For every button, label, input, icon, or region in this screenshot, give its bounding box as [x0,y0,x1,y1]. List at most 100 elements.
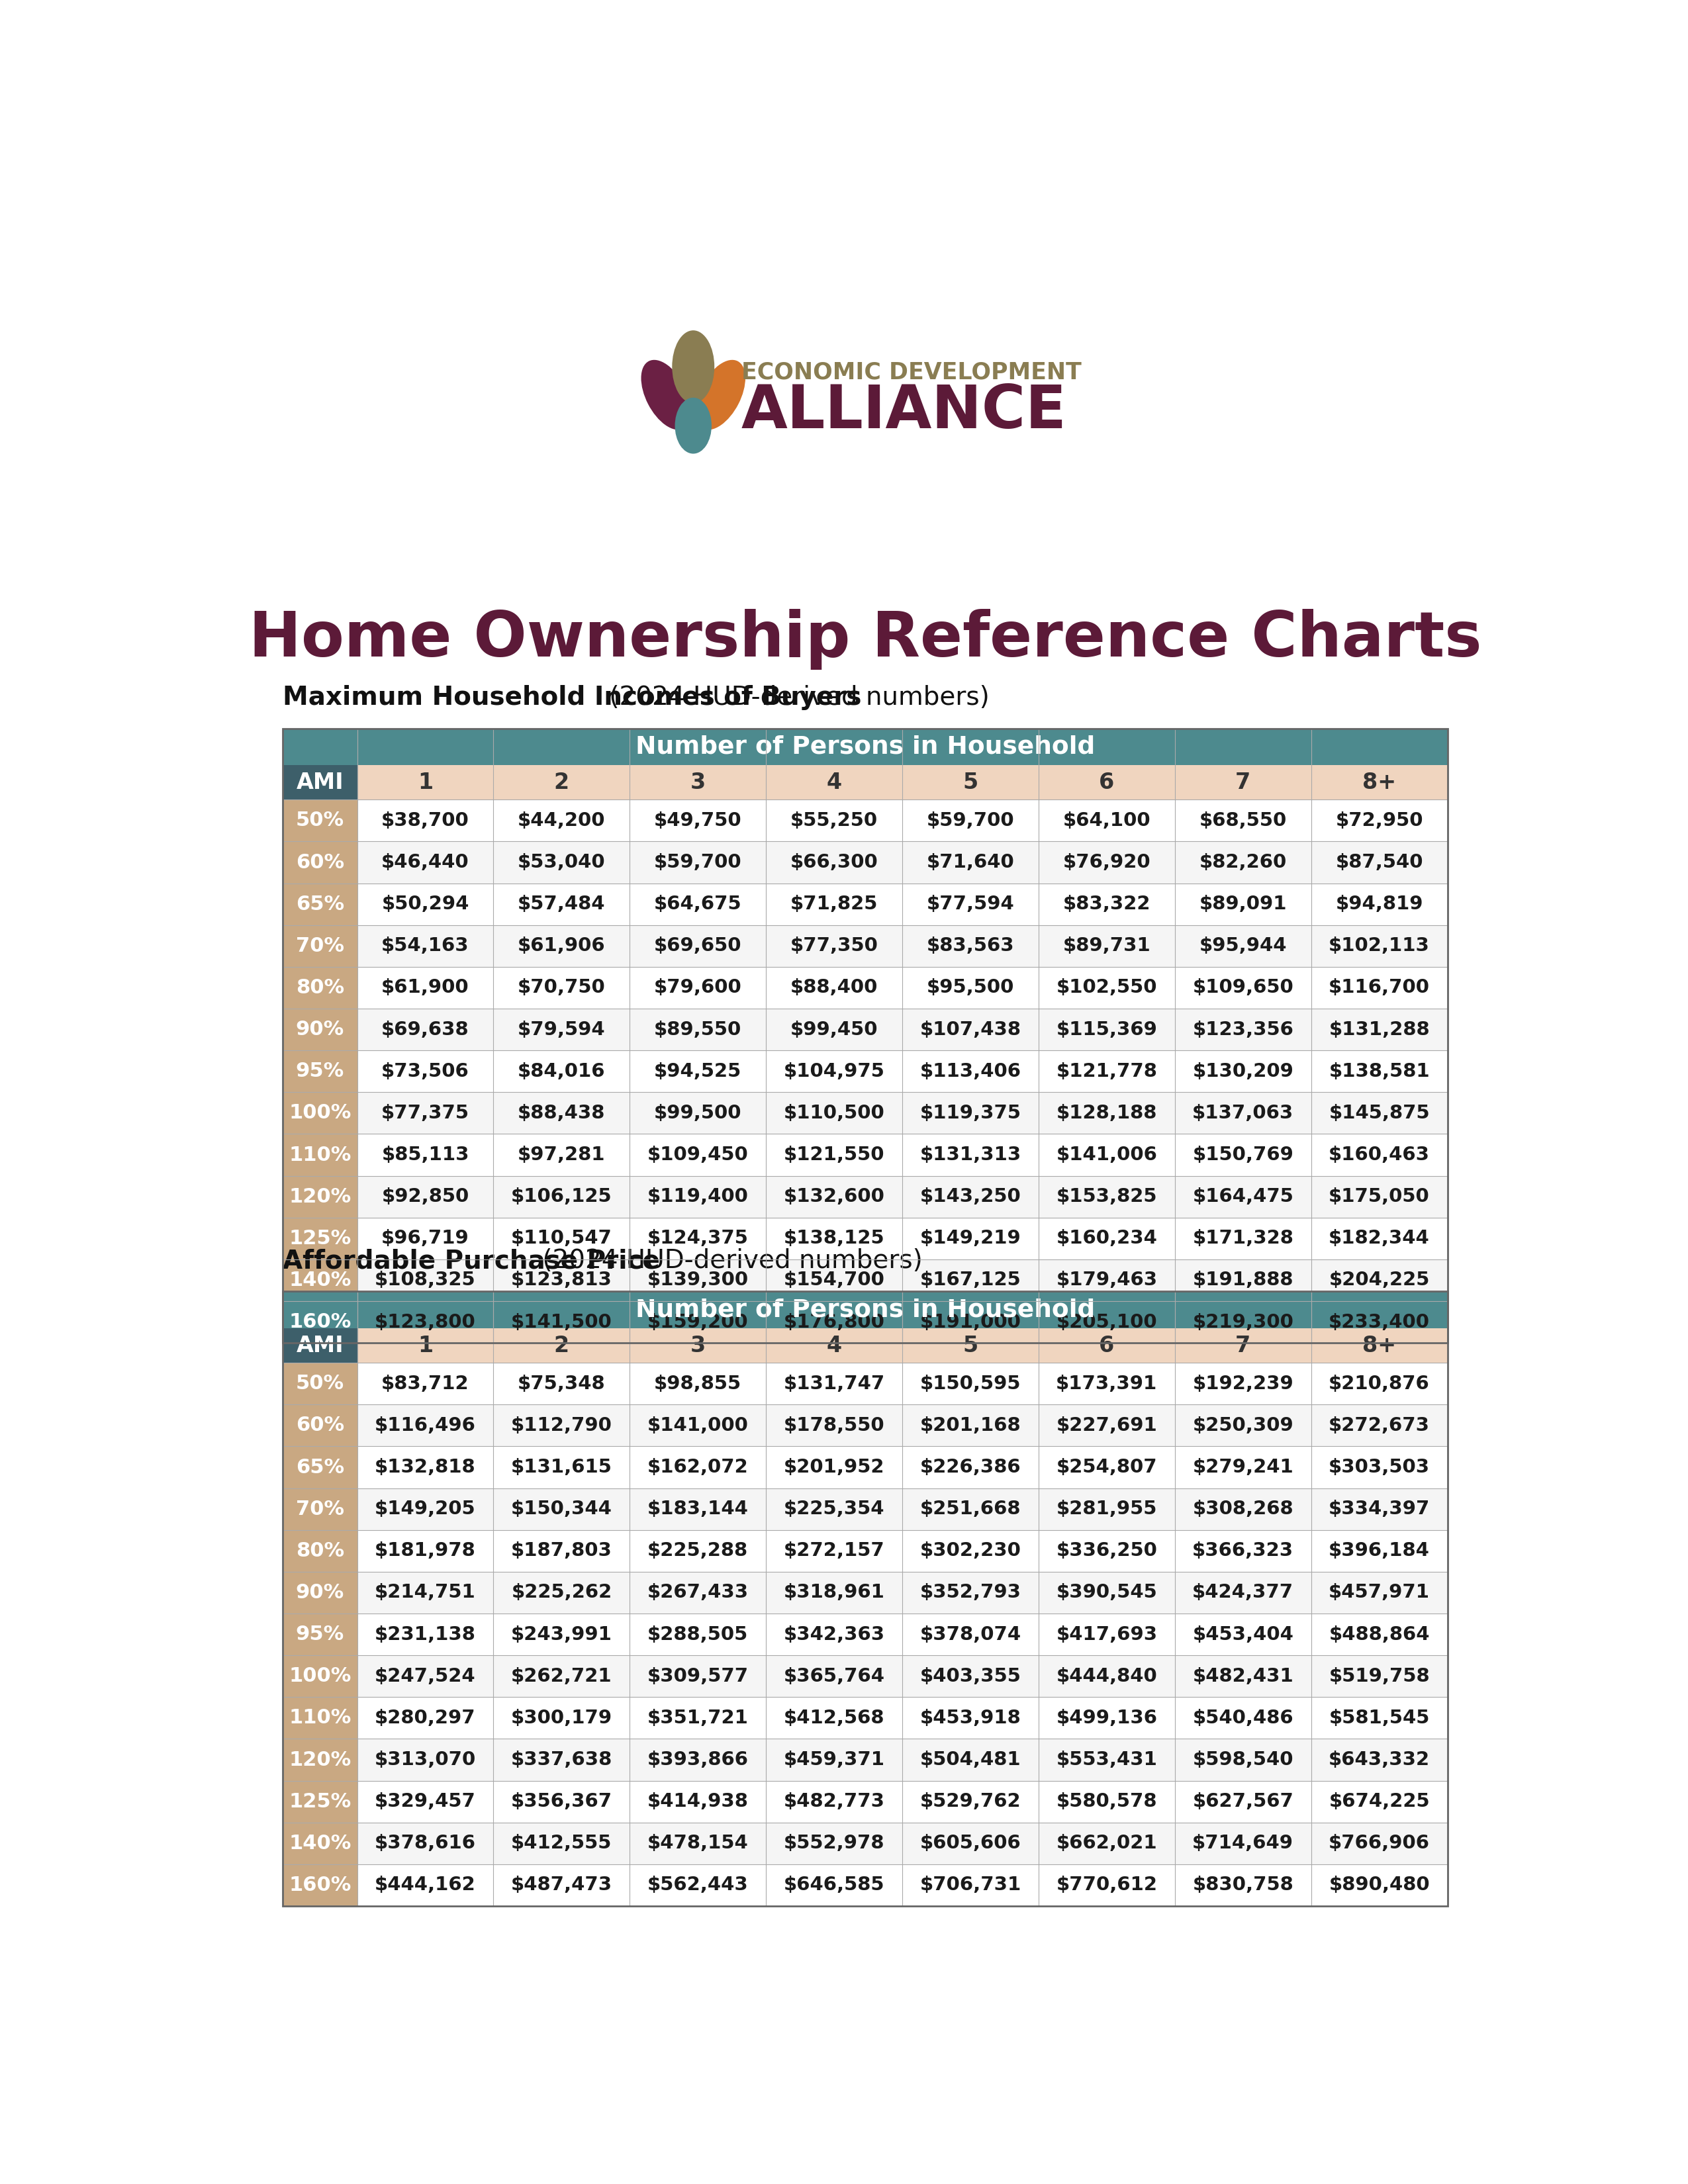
FancyBboxPatch shape [903,1531,1038,1572]
FancyBboxPatch shape [358,1363,493,1404]
Text: $412,568: $412,568 [783,1708,885,1728]
FancyBboxPatch shape [1038,1133,1175,1175]
FancyBboxPatch shape [284,1302,358,1343]
FancyBboxPatch shape [1175,1260,1312,1302]
Text: $150,344: $150,344 [511,1500,613,1518]
FancyBboxPatch shape [493,1738,630,1780]
FancyBboxPatch shape [630,1572,766,1614]
FancyBboxPatch shape [1038,882,1175,926]
FancyBboxPatch shape [903,926,1038,968]
Text: $57,484: $57,484 [518,895,606,913]
Text: 6: 6 [1099,1334,1114,1356]
Text: $205,100: $205,100 [1057,1313,1158,1332]
Text: $44,200: $44,200 [518,810,606,830]
FancyBboxPatch shape [630,1092,766,1133]
Text: $714,649: $714,649 [1192,1835,1293,1852]
FancyBboxPatch shape [284,1404,358,1446]
FancyBboxPatch shape [284,882,358,926]
Text: $674,225: $674,225 [1328,1793,1430,1811]
FancyBboxPatch shape [284,1092,358,1133]
FancyBboxPatch shape [1312,1219,1447,1260]
FancyBboxPatch shape [630,1328,766,1363]
Text: $131,615: $131,615 [511,1459,613,1476]
FancyBboxPatch shape [1038,1092,1175,1133]
FancyBboxPatch shape [493,882,630,926]
FancyBboxPatch shape [1312,1738,1447,1780]
Text: $132,600: $132,600 [783,1188,885,1206]
Text: $96,719: $96,719 [381,1230,469,1247]
Text: $109,450: $109,450 [647,1147,748,1164]
FancyBboxPatch shape [766,1404,903,1446]
FancyBboxPatch shape [630,841,766,882]
FancyBboxPatch shape [1038,1051,1175,1092]
FancyBboxPatch shape [358,1175,493,1219]
FancyBboxPatch shape [1312,1404,1447,1446]
Text: $173,391: $173,391 [1057,1374,1158,1393]
FancyBboxPatch shape [1312,1302,1447,1343]
FancyBboxPatch shape [1175,1328,1312,1363]
FancyBboxPatch shape [766,1328,903,1363]
Text: $378,074: $378,074 [920,1625,1021,1645]
Text: 2: 2 [554,771,569,793]
Text: $303,503: $303,503 [1328,1459,1430,1476]
Text: 60%: 60% [295,852,344,871]
Text: 3: 3 [690,1334,706,1356]
FancyBboxPatch shape [284,1363,358,1404]
Text: $124,375: $124,375 [647,1230,748,1247]
Text: $417,693: $417,693 [1057,1625,1158,1645]
Text: $247,524: $247,524 [375,1666,476,1686]
Text: 4: 4 [827,771,842,793]
Text: $83,563: $83,563 [927,937,1014,954]
Text: 110%: 110% [289,1144,351,1164]
Text: $214,751: $214,751 [375,1583,476,1601]
Text: $366,323: $366,323 [1192,1542,1293,1559]
Text: $167,125: $167,125 [920,1271,1021,1289]
Text: $72,950: $72,950 [1335,810,1423,830]
FancyBboxPatch shape [630,1531,766,1572]
Text: $225,354: $225,354 [783,1500,885,1518]
FancyBboxPatch shape [493,799,630,841]
FancyBboxPatch shape [903,1487,1038,1531]
Text: $61,906: $61,906 [518,937,606,954]
FancyBboxPatch shape [766,1175,903,1219]
Text: $75,348: $75,348 [518,1374,606,1393]
Text: $488,864: $488,864 [1328,1625,1430,1645]
FancyBboxPatch shape [766,1092,903,1133]
FancyBboxPatch shape [903,1697,1038,1738]
FancyBboxPatch shape [1312,1780,1447,1821]
FancyBboxPatch shape [284,1009,358,1051]
Text: $71,825: $71,825 [790,895,878,913]
Text: $160,463: $160,463 [1328,1147,1430,1164]
Text: $97,281: $97,281 [518,1147,606,1164]
Text: $38,700: $38,700 [381,810,469,830]
Text: $59,700: $59,700 [653,854,741,871]
FancyBboxPatch shape [903,1175,1038,1219]
Text: $107,438: $107,438 [920,1020,1021,1040]
FancyBboxPatch shape [1312,1821,1447,1865]
Text: 8+: 8+ [1362,771,1396,793]
FancyBboxPatch shape [766,1363,903,1404]
Text: $69,650: $69,650 [653,937,741,954]
FancyBboxPatch shape [1175,1009,1312,1051]
Text: $662,021: $662,021 [1057,1835,1158,1852]
Ellipse shape [641,360,690,430]
FancyBboxPatch shape [1038,1009,1175,1051]
FancyBboxPatch shape [630,764,766,799]
Text: Home Ownership Reference Charts: Home Ownership Reference Charts [248,609,1482,670]
Text: $130,209: $130,209 [1192,1061,1293,1081]
FancyBboxPatch shape [284,1865,358,1907]
Text: 95%: 95% [295,1625,344,1645]
FancyBboxPatch shape [284,1572,358,1614]
FancyBboxPatch shape [493,764,630,799]
Text: $254,807: $254,807 [1057,1459,1158,1476]
Text: $131,747: $131,747 [783,1374,885,1393]
FancyBboxPatch shape [630,968,766,1009]
Text: $149,219: $149,219 [920,1230,1021,1247]
Text: $106,125: $106,125 [511,1188,613,1206]
Text: $529,762: $529,762 [920,1793,1021,1811]
FancyBboxPatch shape [1312,1572,1447,1614]
FancyBboxPatch shape [630,1363,766,1404]
Text: $54,163: $54,163 [381,937,469,954]
Text: $351,721: $351,721 [647,1708,748,1728]
Text: 95%: 95% [295,1061,344,1081]
